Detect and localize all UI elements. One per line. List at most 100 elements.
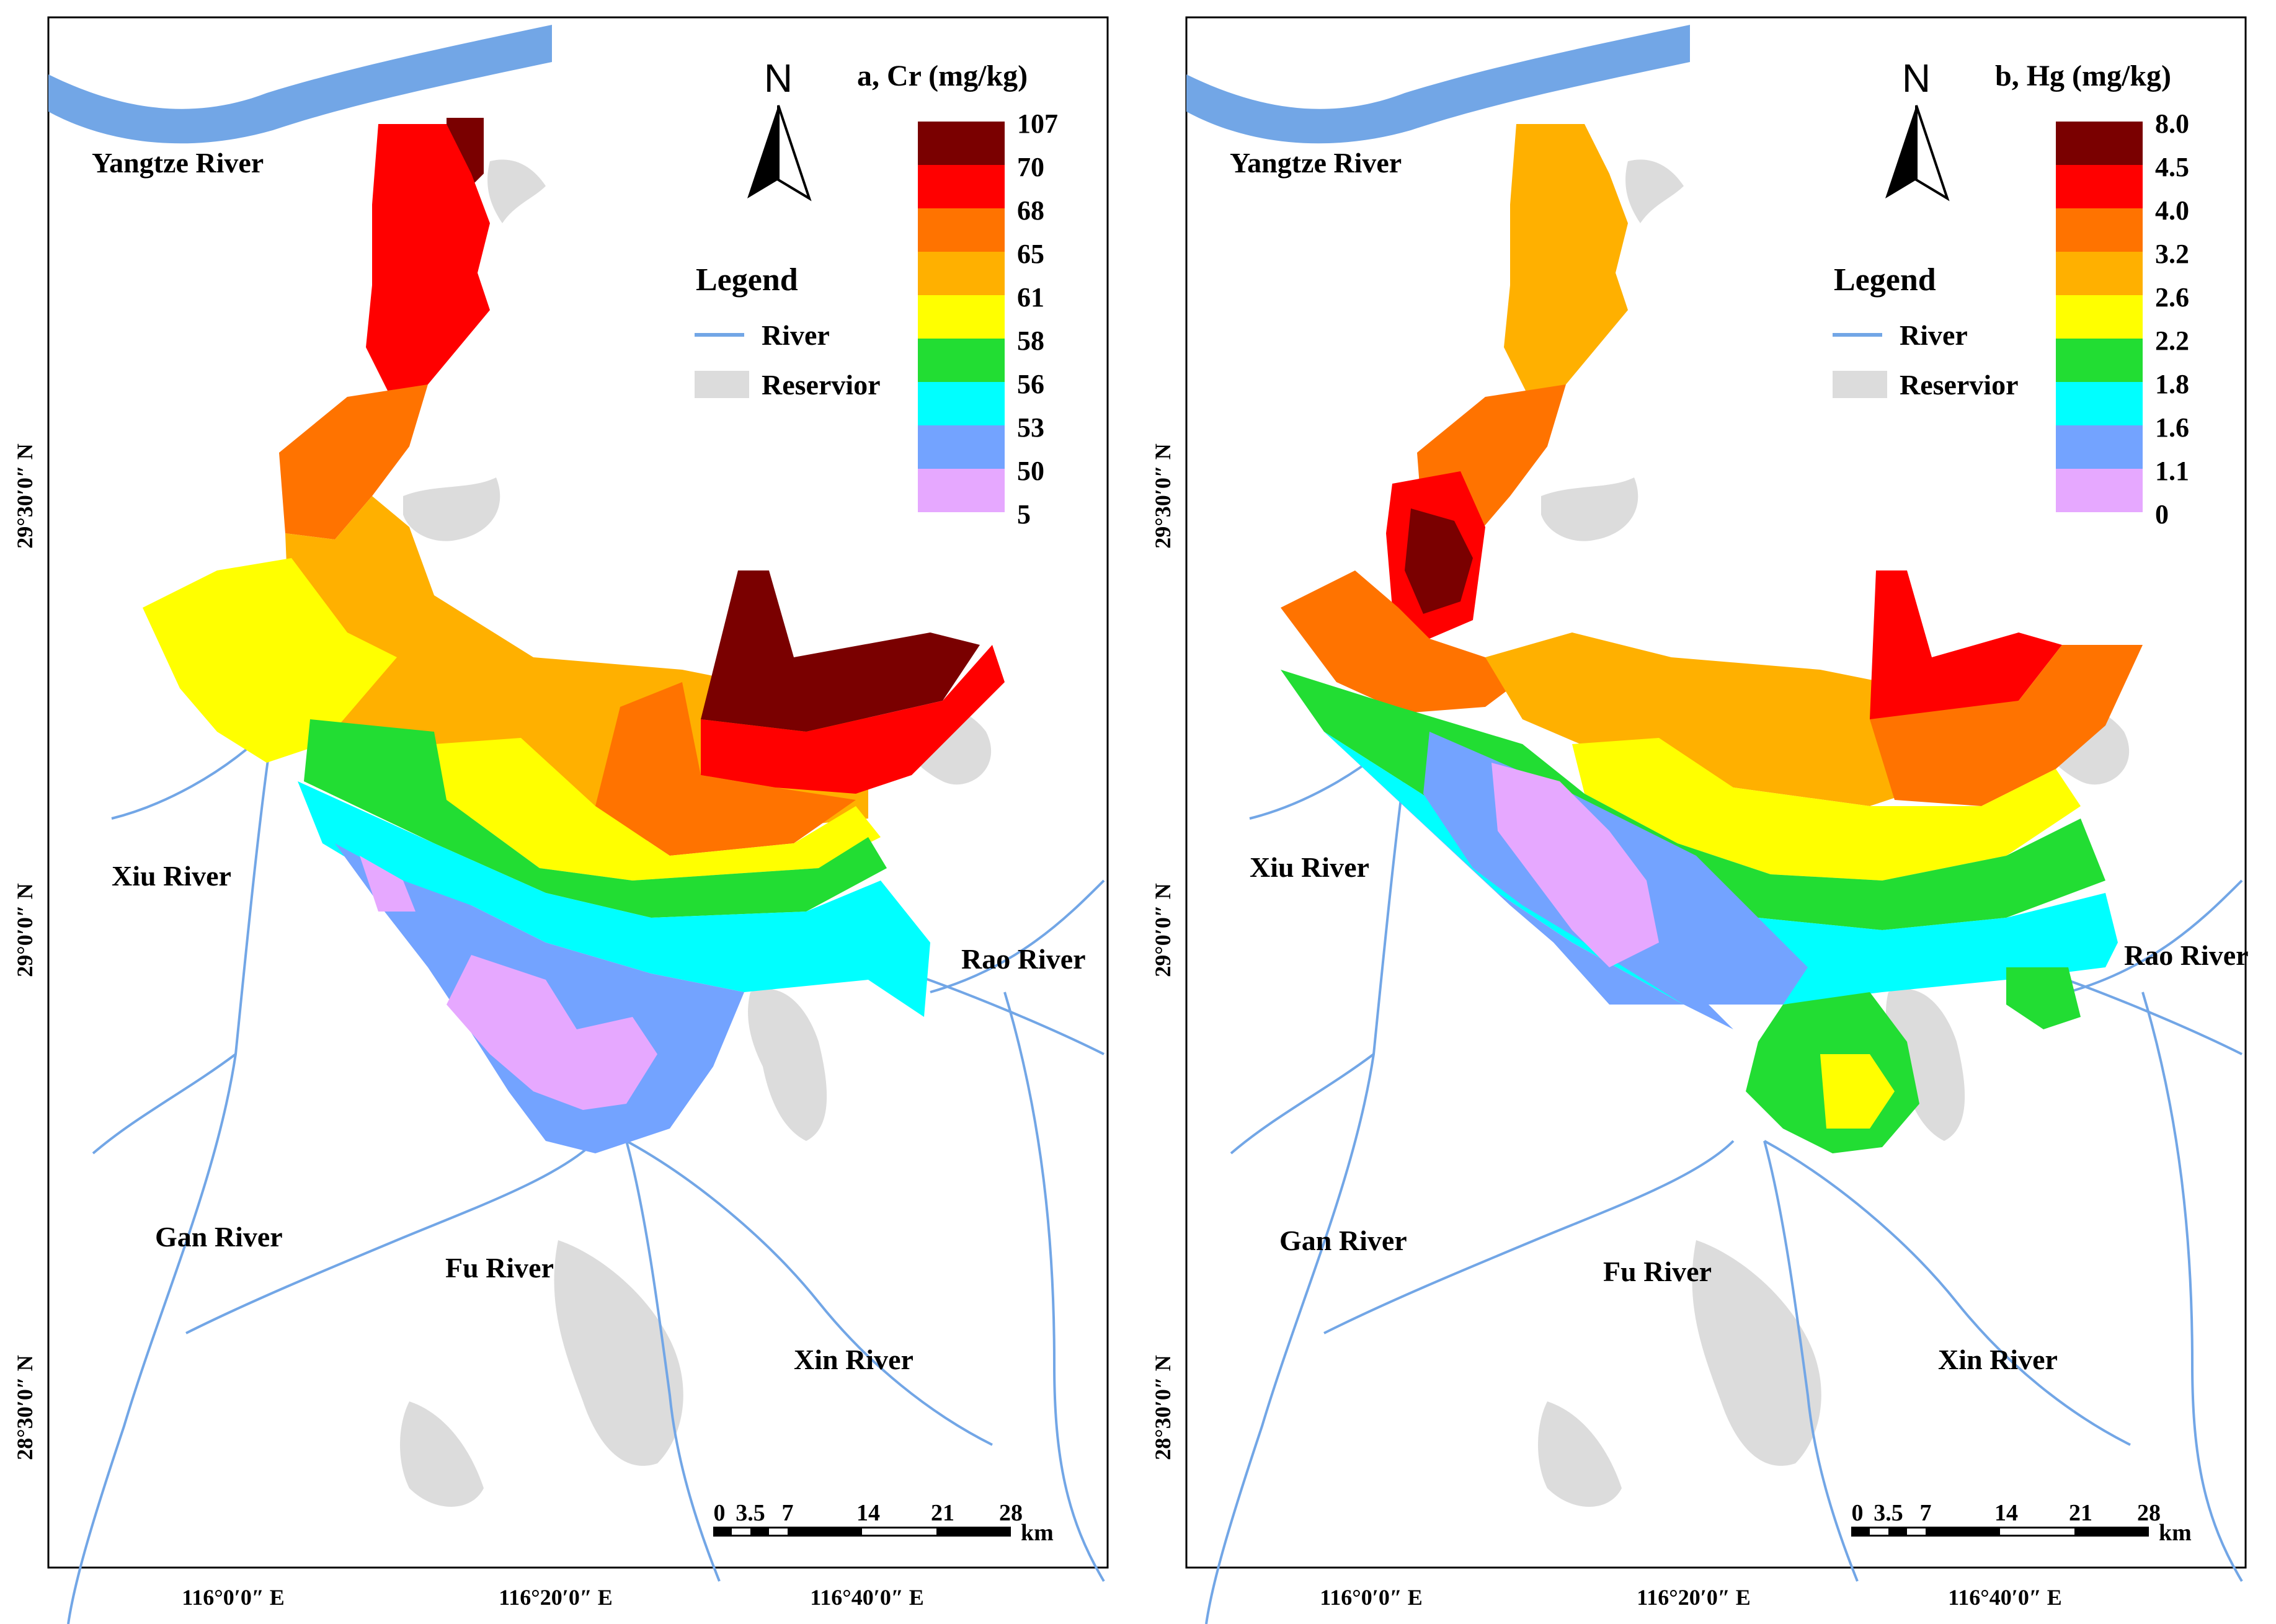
- scale-unit: km: [1021, 1520, 1054, 1546]
- legend-swatch: [918, 425, 1005, 469]
- concentration-zone: [1405, 508, 1473, 614]
- legend-break-label: 1.6: [2155, 412, 2189, 443]
- legend-swatch: [918, 165, 1005, 208]
- concentration-zone: [447, 955, 657, 1110]
- legend-break-label: 68: [1017, 195, 1044, 226]
- lat-label: 28°30′0″ N: [1150, 1355, 1175, 1460]
- svg-text:River: River: [1900, 319, 1968, 351]
- lon-label: 116°40′0″ E: [810, 1585, 923, 1610]
- legend-swatch: [918, 469, 1005, 512]
- concentration-zone: [701, 570, 980, 732]
- north-arrow: N: [747, 56, 812, 202]
- label-xiu: Xiu River: [1250, 851, 1369, 883]
- classification-legend: a, Cr (mg/kg) 107 70 68 65 61 58 56 53 50 5: [857, 60, 1058, 530]
- legend-break-label: 53: [1017, 412, 1044, 443]
- scale-tick-label: 3.5: [1874, 1500, 1903, 1526]
- concentration-zone: [143, 558, 397, 763]
- concentration-zone: [1870, 570, 2062, 725]
- lat-label: 28°30′0″ N: [12, 1355, 37, 1460]
- legend-break-label: 5: [1017, 499, 1031, 530]
- scale-tick-label: 14: [1994, 1500, 2018, 1526]
- svg-text:Legend: Legend: [1834, 262, 1936, 298]
- legend-break-label: 50: [1017, 456, 1044, 486]
- concentration-zone: [1820, 1054, 1895, 1129]
- legend-break-label: 65: [1017, 239, 1044, 269]
- classification-legend: b, Hg (mg/kg) 8.0 4.5 4.0 3.2 2.6 2.2 1.8 1.6 1.…: [1995, 60, 2189, 530]
- concentration-zone: [434, 738, 881, 881]
- scale-tick-label: 7: [1920, 1500, 1932, 1526]
- lake-zones: [143, 118, 1005, 1153]
- scale-tick-label: 0: [1852, 1500, 1864, 1526]
- scale-tick-label: 28: [2137, 1500, 2161, 1526]
- svg-text:N: N: [764, 56, 793, 100]
- concentration-zone: [1491, 763, 1659, 967]
- label-xiu: Xiu River: [112, 860, 231, 892]
- legend-break-label: 1.1: [2155, 456, 2189, 486]
- legend-break-label: 4.0: [2155, 195, 2189, 226]
- legend-break-label: 61: [1017, 282, 1044, 313]
- legend-swatch: [918, 122, 1005, 165]
- label-xin: Xin River: [794, 1344, 914, 1375]
- legend-swatch: [2056, 469, 2143, 512]
- concentration-zone: [1572, 738, 2081, 881]
- scale-tick-label: 3.5: [736, 1500, 765, 1526]
- concentration-zone: [1504, 124, 1628, 397]
- legend-break-label: 58: [1017, 326, 1044, 356]
- north-arrow: N: [1885, 56, 1950, 202]
- lon-label: 116°0′0″ E: [182, 1585, 284, 1610]
- lake-zones: [1281, 124, 2143, 1153]
- lat-label: 29°30′0″ N: [1150, 443, 1175, 548]
- legend-swatch: [918, 208, 1005, 252]
- label-fu: Fu River: [445, 1252, 554, 1284]
- legend-break-label: 2.2: [2155, 326, 2189, 356]
- legend-swatch: [2056, 165, 2143, 208]
- concentration-zone: [1281, 570, 1535, 713]
- lon-label: 116°20′0″ E: [1637, 1585, 1750, 1610]
- legend-swatch: [2056, 339, 2143, 382]
- svg-text:Reservior: Reservior: [762, 369, 881, 401]
- map-legend: Legend River Reservior: [1833, 262, 2019, 401]
- concentration-zone: [1870, 645, 2143, 806]
- scale-tick-label: 7: [782, 1500, 794, 1526]
- lat-label: 29°0′0″ N: [12, 883, 37, 977]
- lon-label: 116°40′0″ E: [1948, 1585, 2061, 1610]
- lat-label: 29°0′0″ N: [1150, 883, 1175, 977]
- scale-unit: km: [2159, 1520, 2192, 1546]
- legend-break-label: 2.6: [2155, 282, 2189, 313]
- label-gan: Gan River: [155, 1221, 283, 1253]
- svg-text:River: River: [762, 319, 830, 351]
- legend-break-label: 0: [2155, 499, 2169, 530]
- legend-swatch: [2056, 425, 2143, 469]
- legend-swatch: [2056, 122, 2143, 165]
- concentration-zone: [2006, 967, 2081, 1029]
- legend-break-label: 70: [1017, 152, 1044, 182]
- concentration-zone: [1281, 670, 2105, 930]
- label-xin: Xin River: [1938, 1344, 2058, 1375]
- concentration-zone: [360, 856, 416, 912]
- legend-swatch: [918, 295, 1005, 339]
- legend-break-label: 1.8: [2155, 369, 2189, 399]
- legend-swatch: [2056, 252, 2143, 295]
- legend-break-label: 4.5: [2155, 152, 2189, 182]
- label-rao: Rao River: [2124, 939, 2249, 971]
- svg-text:Legend: Legend: [696, 262, 798, 298]
- concentration-zone: [595, 682, 856, 856]
- scale-tick-label: 14: [856, 1500, 880, 1526]
- legend-swatch: [918, 339, 1005, 382]
- label-gan: Gan River: [1279, 1225, 1407, 1256]
- legend-break-label: 3.2: [2155, 239, 2189, 269]
- legend-break-label: 8.0: [2155, 109, 2189, 139]
- concentration-zone: [304, 719, 887, 918]
- svg-text:b, Hg (mg/kg): b, Hg (mg/kg): [1995, 60, 2171, 92]
- lat-label: 29°30′0″ N: [12, 443, 37, 548]
- legend-swatch: [2056, 382, 2143, 425]
- scale-tick-label: 21: [931, 1500, 954, 1526]
- svg-text:Reservior: Reservior: [1900, 369, 2019, 401]
- concentration-zone: [279, 384, 428, 539]
- lon-label: 116°20′0″ E: [499, 1585, 612, 1610]
- map-legend: Legend River Reservior: [695, 262, 881, 401]
- concentration-zone: [1324, 732, 2118, 1005]
- scale-tick-label: 0: [714, 1500, 726, 1526]
